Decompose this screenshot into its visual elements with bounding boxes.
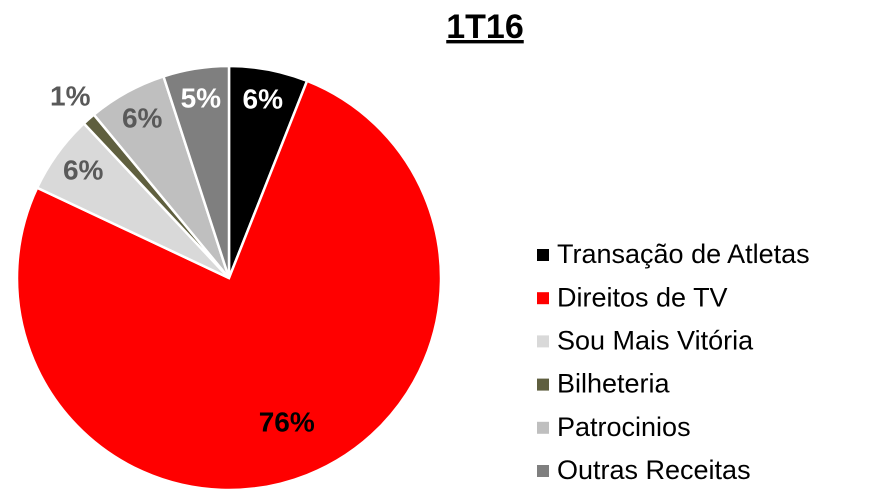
pie-slice [15,79,443,492]
data-label: 1% [50,80,91,111]
legend-label: Sou Mais Vitória [557,326,754,356]
legend-swatch [537,249,549,261]
legend-swatch [537,465,549,477]
data-label: 5% [181,82,222,113]
legend-label: Transação de Atletas [557,239,810,269]
data-label: 6% [243,83,284,114]
legend-swatch [537,378,549,391]
pie-slice [161,64,231,279]
chart-title: 1T16 [446,8,524,46]
data-label: 76% [259,406,315,437]
legend-swatch [537,335,549,348]
legend-label: Direitos de TV [557,282,728,312]
legend-label: Bilheteria [557,369,671,399]
legend-swatch [537,421,549,434]
data-label: 6% [63,154,104,185]
legend-swatch [537,292,549,305]
legend-label: Patrocinios [557,412,691,442]
data-label: 6% [122,102,163,133]
legend-label: Outras Receitas [557,455,751,485]
